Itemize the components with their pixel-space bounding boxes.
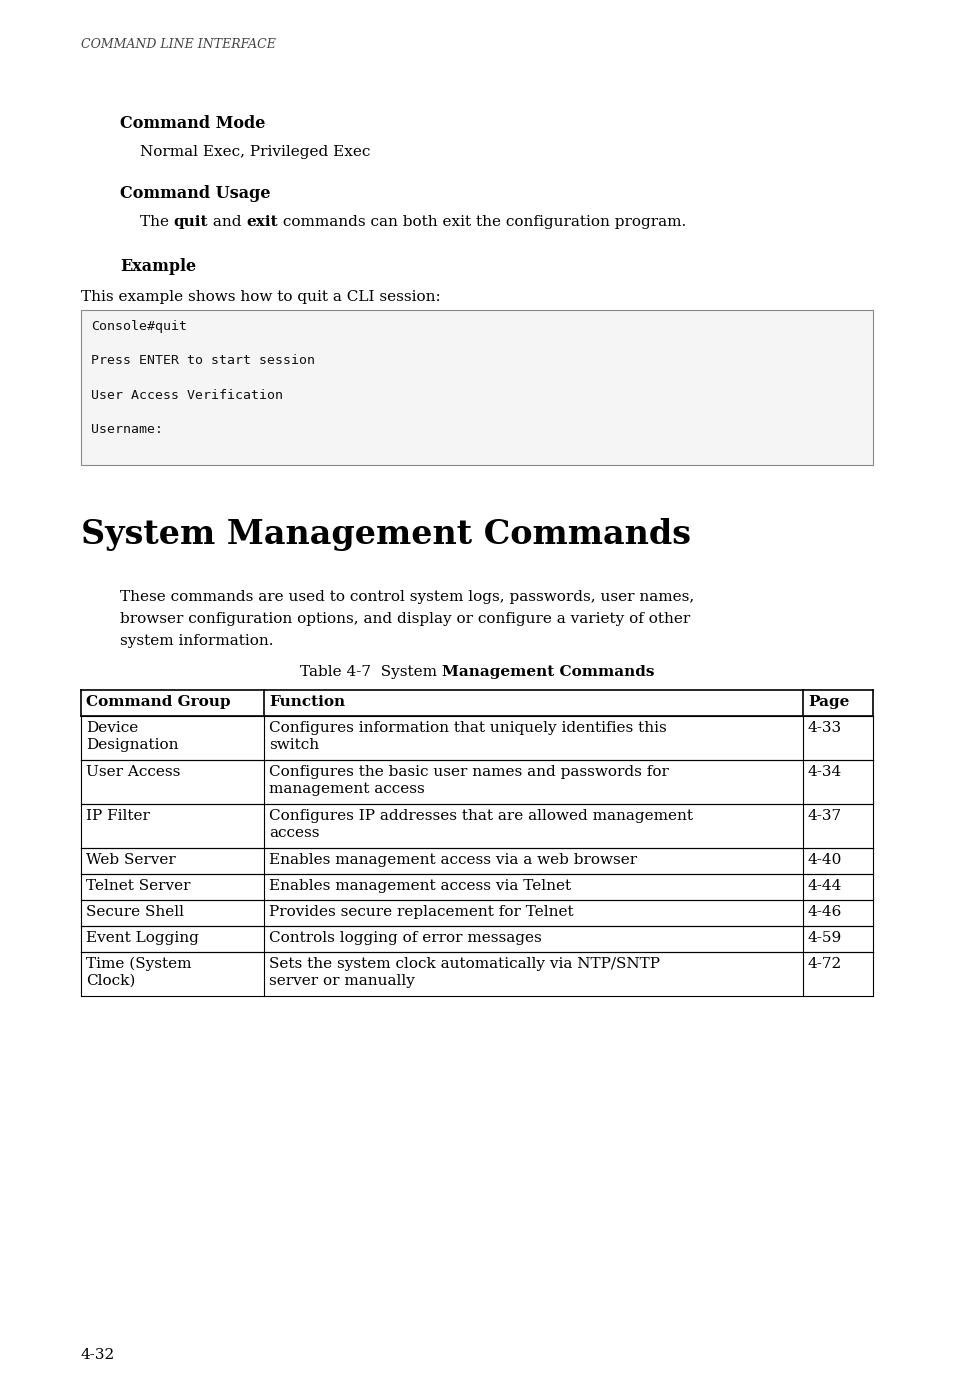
Text: Username:: Username: <box>91 423 163 436</box>
Text: 4-46: 4-46 <box>807 905 841 919</box>
Text: These commands are used to control system logs, passwords, user names,: These commands are used to control syste… <box>120 590 694 604</box>
Text: Press ENTER to start session: Press ENTER to start session <box>91 354 314 368</box>
Text: 4-33: 4-33 <box>807 720 841 736</box>
Text: Configures information that uniquely identifies this: Configures information that uniquely ide… <box>269 720 666 736</box>
Text: Function: Function <box>269 695 345 709</box>
Bar <box>81 310 872 465</box>
Text: browser configuration options, and display or configure a variety of other: browser configuration options, and displ… <box>120 612 690 626</box>
Text: Management Commands: Management Commands <box>441 665 654 679</box>
Text: System Management Commands: System Management Commands <box>81 518 690 551</box>
Text: Provides secure replacement for Telnet: Provides secure replacement for Telnet <box>269 905 573 919</box>
Text: Example: Example <box>120 258 196 275</box>
Text: COMMAND LINE INTERFACE: COMMAND LINE INTERFACE <box>81 37 275 51</box>
Text: This example shows how to quit a CLI session:: This example shows how to quit a CLI ses… <box>81 290 440 304</box>
Text: Page: Page <box>807 695 848 709</box>
Text: Configures the basic user names and passwords for: Configures the basic user names and pass… <box>269 765 668 779</box>
Text: Web Server: Web Server <box>86 854 175 868</box>
Text: User Access: User Access <box>86 765 180 779</box>
Text: Enables management access via a web browser: Enables management access via a web brow… <box>269 854 637 868</box>
Text: Controls logging of error messages: Controls logging of error messages <box>269 931 541 945</box>
Text: Command Usage: Command Usage <box>120 185 271 203</box>
Text: Command Mode: Command Mode <box>120 115 265 132</box>
Text: Console#quit: Console#quit <box>91 321 187 333</box>
Text: Normal Exec, Privileged Exec: Normal Exec, Privileged Exec <box>140 144 370 160</box>
Text: Device: Device <box>86 720 138 736</box>
Text: server or manually: server or manually <box>269 974 415 988</box>
Text: Configures IP addresses that are allowed management: Configures IP addresses that are allowed… <box>269 809 692 823</box>
Text: The: The <box>140 215 173 229</box>
Text: Command Group: Command Group <box>86 695 231 709</box>
Text: exit: exit <box>247 215 278 229</box>
Text: IP Filter: IP Filter <box>86 809 150 823</box>
Text: system information.: system information. <box>120 634 274 648</box>
Text: quit: quit <box>173 215 208 229</box>
Text: Time (System: Time (System <box>86 956 192 972</box>
Text: access: access <box>269 826 319 840</box>
Text: Secure Shell: Secure Shell <box>86 905 184 919</box>
Text: Telnet Server: Telnet Server <box>86 879 191 892</box>
Text: 4-32: 4-32 <box>81 1348 115 1362</box>
Text: Clock): Clock) <box>86 974 135 988</box>
Text: Enables management access via Telnet: Enables management access via Telnet <box>269 879 571 892</box>
Text: switch: switch <box>269 738 319 752</box>
Text: Sets the system clock automatically via NTP/SNTP: Sets the system clock automatically via … <box>269 956 659 972</box>
Text: commands can both exit the configuration program.: commands can both exit the configuration… <box>278 215 686 229</box>
Text: and: and <box>208 215 247 229</box>
Text: 4-34: 4-34 <box>807 765 841 779</box>
Text: management access: management access <box>269 781 424 795</box>
Text: 4-40: 4-40 <box>807 854 841 868</box>
Text: Event Logging: Event Logging <box>86 931 198 945</box>
Text: 4-44: 4-44 <box>807 879 841 892</box>
Text: 4-59: 4-59 <box>807 931 841 945</box>
Text: 4-72: 4-72 <box>807 956 841 972</box>
Text: User Access Verification: User Access Verification <box>91 389 283 401</box>
Text: Table 4-7  System: Table 4-7 System <box>299 665 441 679</box>
Text: Designation: Designation <box>86 738 178 752</box>
Text: 4-37: 4-37 <box>807 809 841 823</box>
